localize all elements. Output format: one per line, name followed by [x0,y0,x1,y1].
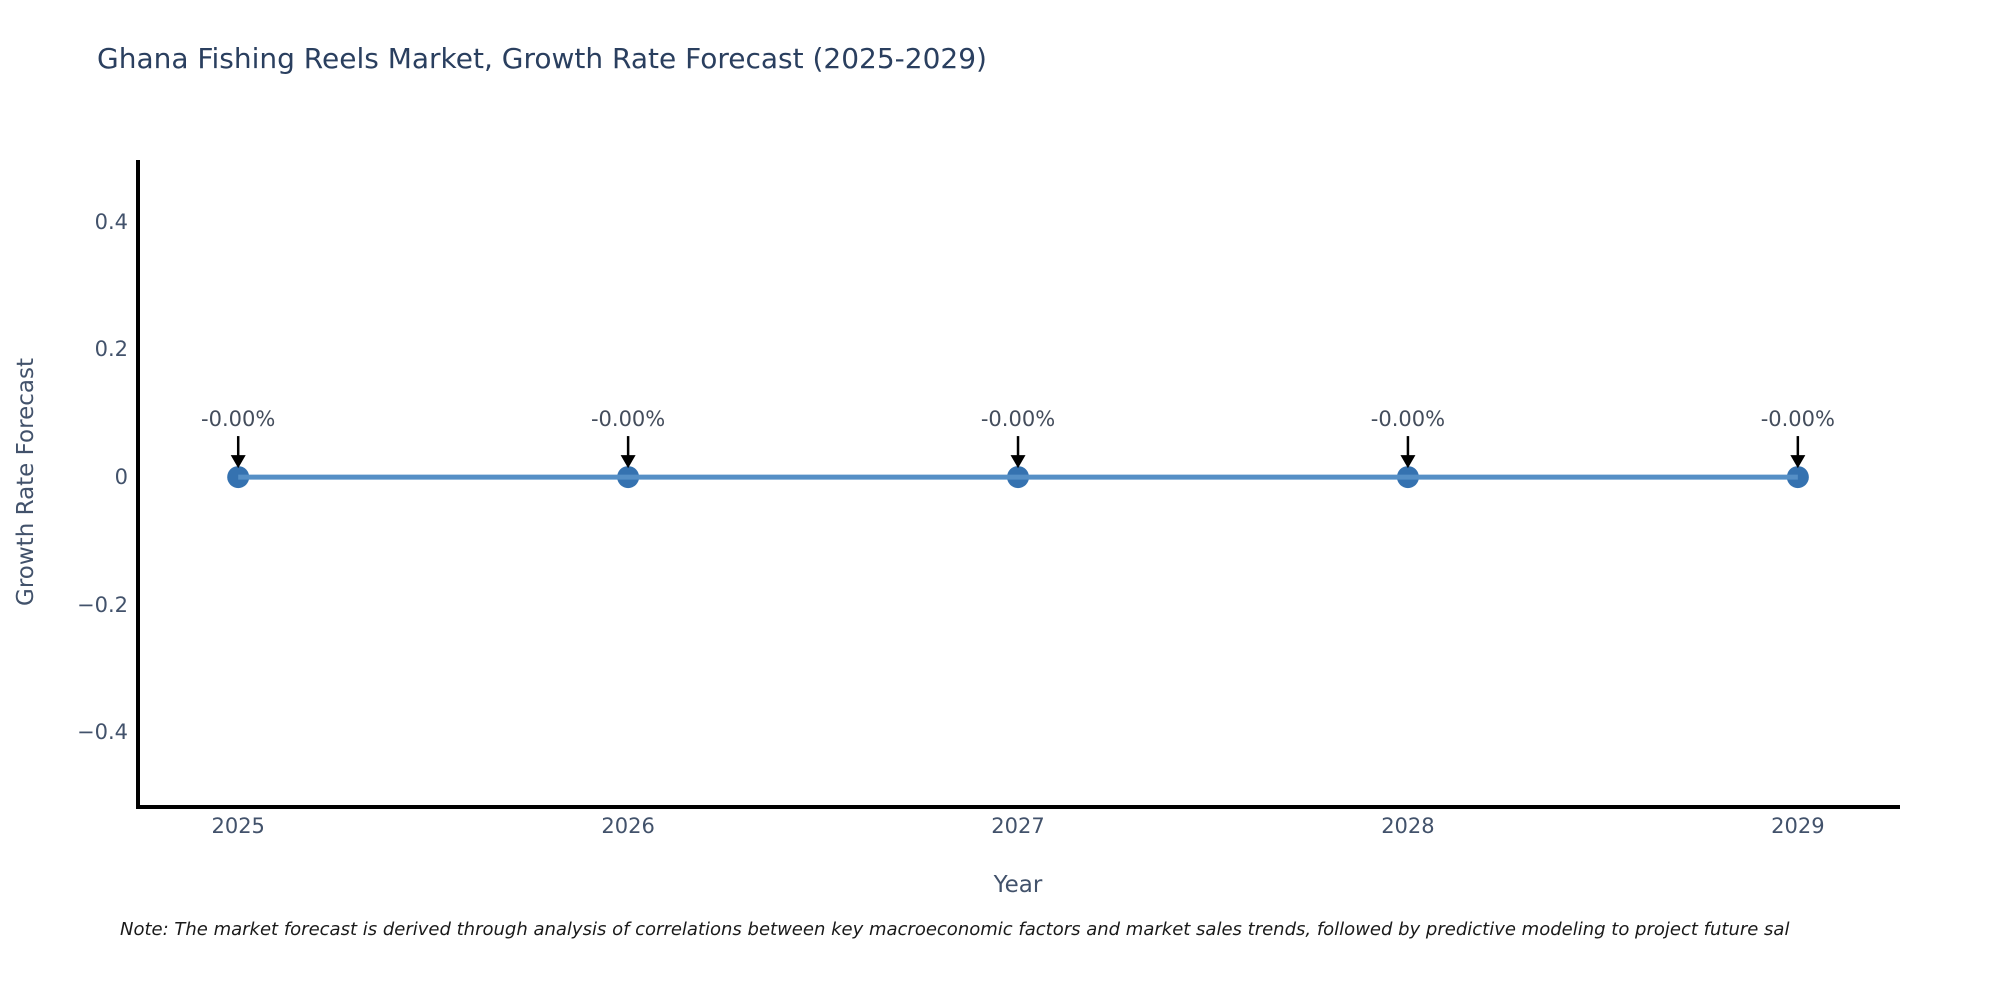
annotation-arrow-head [230,455,246,469]
annotation-arrow-head [1400,455,1416,469]
footnote: Note: The market forecast is derived thr… [120,919,1790,940]
point-value-label: -0.00% [201,407,276,432]
y-tick-label: −0.4 [77,720,128,745]
x-axis-spine [136,805,1900,809]
point-value-label: -0.00% [1370,407,1446,432]
point-value-label: -0.00% [980,407,1056,432]
y-tick-label: 0.4 [94,209,128,234]
y-tick-label: 0 [114,465,128,490]
x-axis-title: Year [993,872,1043,898]
x-tick-label: 2029 [1771,814,1825,838]
y-axis-spine [136,160,140,809]
x-tick-label: 2025 [211,814,265,838]
point-value-label: -0.00% [1760,407,1835,432]
annotation-arrow-head [1010,455,1026,469]
annotation-arrow-head [620,455,636,469]
y-tick-label: −0.2 [77,592,128,617]
x-tick-label: 2028 [1381,814,1435,838]
x-tick-label: 2027 [991,814,1045,838]
point-value-label: -0.00% [590,407,666,432]
x-tick-label: 2026 [601,814,655,838]
chart-title: Ghana Fishing Reels Market, Growth Rate … [97,42,987,75]
y-tick-label: 0.2 [94,337,128,362]
annotation-arrow-head [1790,455,1806,469]
